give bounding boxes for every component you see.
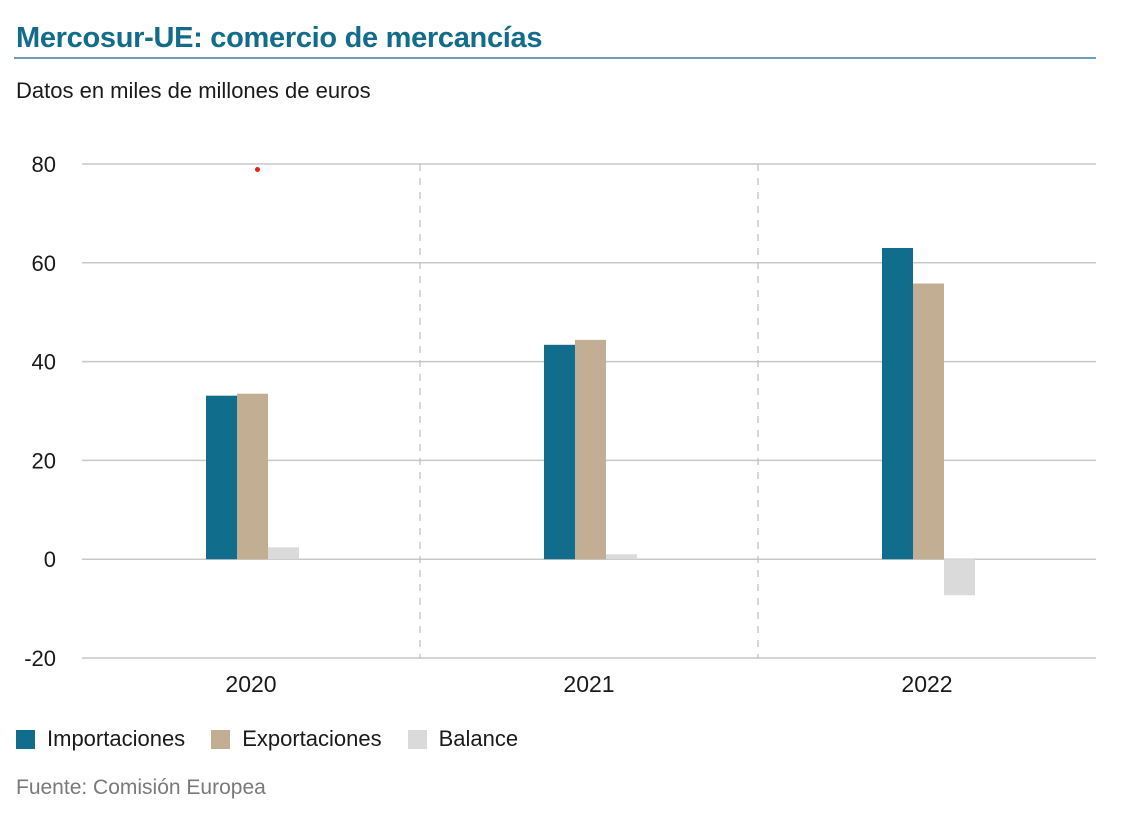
y-tick-label: 40 — [32, 350, 56, 375]
y-axis-ticks: -20 0 20 40 60 80 — [24, 152, 56, 671]
y-tick-label: 60 — [32, 251, 56, 276]
y-tick-label: 80 — [32, 152, 56, 177]
x-tick-label: 2022 — [901, 671, 952, 697]
x-tick-label: 2021 — [563, 671, 614, 697]
legend-swatch-exportaciones — [211, 729, 231, 749]
legend-item-balance: Balance — [407, 726, 519, 752]
legend-swatch-importaciones — [16, 729, 35, 749]
bar-balance-2020 — [268, 547, 299, 560]
bar-exportaciones-2021 — [575, 339, 606, 560]
title-underline — [14, 57, 1096, 59]
bar-balance-2021 — [606, 554, 637, 560]
bar-chart: -20 0 20 40 60 80 2020 2021 2022 — [24, 152, 1096, 697]
chart-title: Mercosur-UE: comercio de mercancías — [16, 22, 543, 54]
bar-balance-2022 — [944, 559, 975, 596]
chart-subtitle: Datos en miles de millones de euros — [16, 78, 371, 103]
category-separators — [419, 164, 759, 658]
legend-label-exportaciones: Exportaciones — [242, 726, 382, 751]
legend-item-exportaciones: Exportaciones — [211, 726, 382, 752]
x-tick-label: 2020 — [225, 671, 276, 697]
x-axis-ticks: 2020 2021 2022 — [225, 671, 952, 697]
legend-item-importaciones: Importaciones — [16, 726, 185, 752]
bar-importaciones-2020 — [206, 395, 237, 560]
legend-swatch-balance — [407, 729, 427, 749]
y-tick-label: 20 — [32, 448, 56, 473]
y-tick-label: -20 — [24, 646, 56, 671]
bar-exportaciones-2022 — [913, 283, 944, 560]
source-note: Fuente: Comisión Europea — [16, 776, 266, 799]
legend: Importaciones Exportaciones Balance — [16, 726, 544, 752]
bar-importaciones-2022 — [882, 247, 913, 560]
y-tick-label: 0 — [44, 547, 56, 572]
bars — [206, 247, 975, 596]
cursor-marker — [255, 167, 260, 172]
bar-importaciones-2021 — [544, 344, 575, 560]
legend-label-balance: Balance — [438, 726, 519, 751]
bar-exportaciones-2020 — [237, 393, 268, 560]
legend-label-importaciones: Importaciones — [47, 726, 186, 751]
